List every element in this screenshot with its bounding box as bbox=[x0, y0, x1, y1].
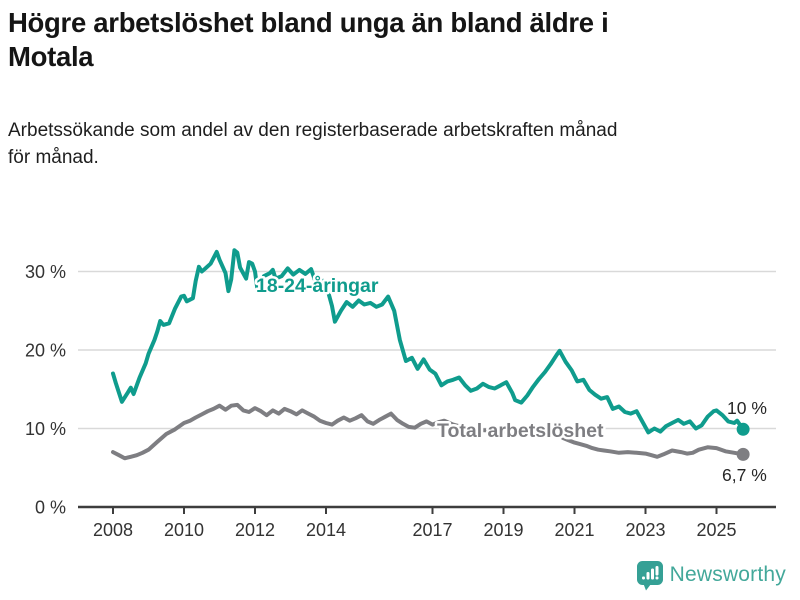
y-tick-label: 10 % bbox=[25, 419, 66, 439]
x-tick-label: 2017 bbox=[412, 520, 452, 540]
x-tick-label: 2008 bbox=[93, 520, 133, 540]
unemployment-line-chart: 0 % 10 % 20 % 30 % 2008 2010 2012 2014 2017 2019 2… bbox=[25, 248, 776, 540]
series-line-young bbox=[111, 248, 746, 435]
x-tick-label: 2012 bbox=[235, 520, 275, 540]
page-title: Högre arbetslöshet bland unga än bland ä… bbox=[8, 6, 792, 74]
subtitle-line-1: Arbetssökande som andel av den registerb… bbox=[8, 120, 618, 141]
y-tick-label: 0 % bbox=[35, 498, 66, 518]
title-line-2: Motala bbox=[8, 41, 94, 73]
subtitle-line-2: för månad. bbox=[8, 146, 99, 168]
end-dot-total bbox=[736, 447, 750, 461]
end-dot-young bbox=[736, 422, 750, 436]
newsworthy-logo-icon bbox=[636, 561, 663, 591]
y-tick-label: 30 % bbox=[25, 262, 66, 282]
x-tick-label: 2014 bbox=[306, 520, 346, 540]
x-tick-label: 2023 bbox=[625, 520, 665, 540]
brand-footer: Newsworthy bbox=[636, 558, 786, 591]
series-label-young: 18-24-åringar bbox=[256, 274, 379, 297]
chart-subtitle: Arbetssökande som andel av den registerb… bbox=[8, 118, 792, 172]
chart-header: Högre arbetslöshet bland unga än bland ä… bbox=[8, 6, 792, 74]
series-line-total bbox=[111, 402, 746, 461]
x-tick-label: 2021 bbox=[554, 520, 594, 540]
x-tick-label: 2019 bbox=[483, 520, 523, 540]
title-line-1: Högre arbetslöshet bland unga än bland ä… bbox=[8, 7, 609, 38]
x-tick-label: 2010 bbox=[164, 520, 204, 540]
end-value-label-young: 10 % bbox=[727, 398, 767, 418]
end-value-label-total: 6,7 % bbox=[722, 465, 767, 485]
x-tick-label: 2025 bbox=[696, 520, 736, 540]
series-label-total: Total arbetslöshet bbox=[437, 420, 604, 442]
y-tick-label: 20 % bbox=[25, 341, 66, 361]
brand-wordmark: Newsworthy bbox=[669, 562, 786, 586]
